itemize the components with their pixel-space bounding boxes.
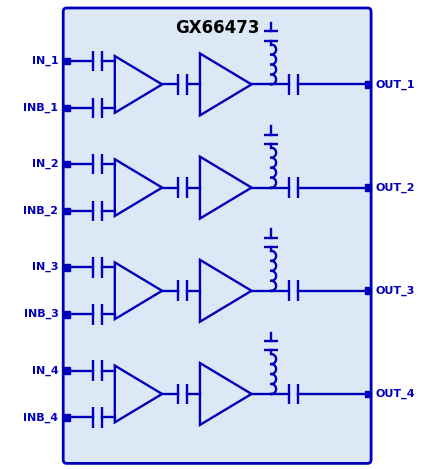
Text: IN_2: IN_2	[32, 159, 58, 169]
Text: OUT_2: OUT_2	[376, 182, 415, 193]
Text: IN_1: IN_1	[32, 56, 58, 66]
Text: OUT_4: OUT_4	[376, 389, 415, 399]
Text: INB_1: INB_1	[24, 103, 58, 113]
Bar	[365, 391, 371, 397]
FancyBboxPatch shape	[63, 8, 371, 463]
Bar	[365, 287, 371, 294]
Bar	[64, 414, 70, 421]
Text: INB_4: INB_4	[23, 412, 58, 423]
Bar	[64, 311, 70, 318]
Bar	[365, 81, 371, 88]
Text: OUT_1: OUT_1	[376, 79, 415, 90]
Bar	[64, 161, 70, 167]
Text: IN_3: IN_3	[32, 262, 58, 272]
Bar	[64, 105, 70, 111]
Bar	[64, 367, 70, 374]
Bar	[64, 58, 70, 64]
Bar	[64, 264, 70, 271]
Bar	[64, 208, 70, 214]
Text: OUT_3: OUT_3	[376, 286, 415, 296]
Text: INB_3: INB_3	[24, 309, 58, 319]
Text: INB_2: INB_2	[24, 206, 58, 216]
Bar	[365, 184, 371, 191]
Text: GX66473: GX66473	[175, 19, 259, 37]
Text: IN_4: IN_4	[32, 365, 58, 376]
